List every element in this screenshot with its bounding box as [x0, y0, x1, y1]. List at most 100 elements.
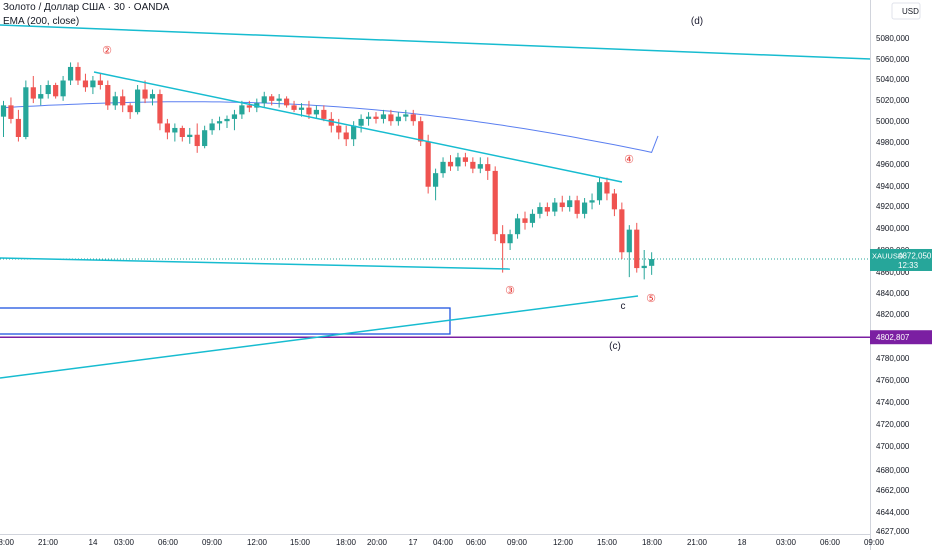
candle-body	[224, 118, 230, 122]
candle-body	[574, 200, 580, 214]
candle-body	[142, 89, 148, 99]
drawing-layer-back	[0, 258, 870, 338]
price-axis: 5080,000 5060,000 5040,000 5020,000 5000,000…	[870, 0, 932, 550]
candle-body	[157, 94, 163, 124]
candle-body	[112, 96, 118, 106]
time-tick-label: 12:00	[247, 538, 268, 547]
candle-body	[418, 121, 424, 142]
time-tick-label: 06:00	[158, 538, 179, 547]
price-tick-label: 4860,000	[876, 268, 910, 277]
time-tick-label: 21:00	[687, 538, 708, 547]
indicator-label[interactable]: EMA (200, close)	[3, 16, 80, 27]
candle-body	[60, 80, 66, 97]
ema-200-line	[3, 101, 659, 153]
price-tick-label: 4627,000	[876, 527, 910, 536]
candle-body	[403, 114, 409, 117]
time-tick-label: 18	[738, 538, 747, 547]
wave-label-c: c	[621, 301, 626, 312]
candle-body	[373, 116, 379, 119]
price-tick-label: 5020,000	[876, 96, 910, 105]
candle-body	[45, 85, 51, 95]
candle-body	[649, 259, 655, 266]
candle-body	[120, 96, 126, 106]
last-price-tag-bg	[870, 248, 932, 271]
price-tick-label: 4920,000	[876, 202, 910, 211]
wave-label-2: ②	[102, 45, 112, 57]
wave-label-4: ④	[624, 154, 634, 166]
candle-body	[365, 116, 372, 119]
trendline-upper-channel	[93, 71, 623, 183]
candle-body	[477, 164, 483, 169]
candle-body	[269, 96, 275, 101]
candle-body	[164, 123, 170, 133]
candle-body	[97, 80, 103, 86]
currency-button-frame	[891, 2, 921, 20]
candle-body	[0, 105, 7, 117]
time-tick-label: 12:00	[553, 538, 574, 547]
candle-body	[507, 234, 513, 244]
candle-body	[291, 105, 297, 110]
candle-body	[351, 125, 357, 140]
level-tag-value: 4802,807	[876, 333, 910, 342]
candle-body	[15, 118, 21, 137]
price-axis-bg	[870, 0, 932, 550]
candle-body	[172, 127, 178, 133]
candle-body	[149, 94, 156, 99]
trendline-lower-channel	[0, 257, 511, 270]
wave-labels-layer: ② ③ ④ ⑤ c (c) (d)	[102, 16, 703, 352]
candle-body	[209, 123, 215, 131]
candle-body	[544, 207, 550, 212]
candle-body	[75, 66, 81, 81]
candle-body	[522, 218, 528, 223]
candle-body	[425, 141, 431, 187]
drawing-layer-front	[0, 24, 896, 379]
time-tick-label: 06:00	[466, 538, 487, 547]
chart-title: Золото / Доллар США · 30 · OANDA	[3, 2, 170, 13]
currency-label[interactable]: USD	[902, 7, 919, 16]
price-tick-label: 4720,000	[876, 420, 910, 429]
candle-body	[127, 105, 133, 113]
candle-body	[641, 265, 647, 269]
candle-body	[187, 134, 193, 137]
candle-body	[582, 202, 588, 214]
candle-body	[462, 157, 468, 162]
time-tick-label: 20:00	[367, 538, 388, 547]
candle-body	[410, 114, 416, 122]
candle-body	[246, 105, 252, 108]
price-tick-label: 4840,000	[876, 289, 910, 298]
level-tag-bg	[870, 330, 932, 345]
time-tick-label: 04:00	[433, 538, 454, 547]
last-price-value: 4872,050	[898, 251, 932, 260]
wave-label-3: ③	[505, 285, 515, 297]
candle-body	[552, 202, 558, 212]
trendline-base	[0, 295, 639, 379]
time-tick-label: 18:00	[642, 538, 663, 547]
candle-body	[619, 209, 625, 253]
time-tick-label: 18:00	[0, 538, 15, 547]
candle-body	[298, 107, 305, 110]
price-tick-label: 5040,000	[876, 75, 910, 84]
wave-label-5: ⑤	[646, 293, 656, 305]
candle-body	[135, 89, 141, 113]
trendline-d-top	[0, 24, 896, 61]
candle-body	[529, 213, 536, 223]
candle-body	[313, 109, 319, 115]
candle-body	[194, 134, 200, 147]
candle-body	[90, 80, 96, 88]
price-tick-label: 5080,000	[876, 34, 910, 43]
time-tick-label: 15:00	[597, 538, 618, 547]
candle-body	[567, 200, 573, 208]
candle-body	[8, 105, 14, 119]
price-tick-label: 4900,000	[876, 224, 910, 233]
candle-body	[604, 182, 610, 194]
time-tick-label: 09:00	[507, 538, 528, 547]
candles-layer	[0, 62, 655, 280]
candle-body	[67, 66, 74, 81]
time-tick-label: 09:00	[202, 538, 223, 547]
candle-body	[239, 105, 245, 115]
candle-body	[276, 98, 282, 101]
candle-body	[537, 207, 543, 214]
candle-body	[589, 200, 595, 203]
candle-body	[447, 161, 454, 167]
